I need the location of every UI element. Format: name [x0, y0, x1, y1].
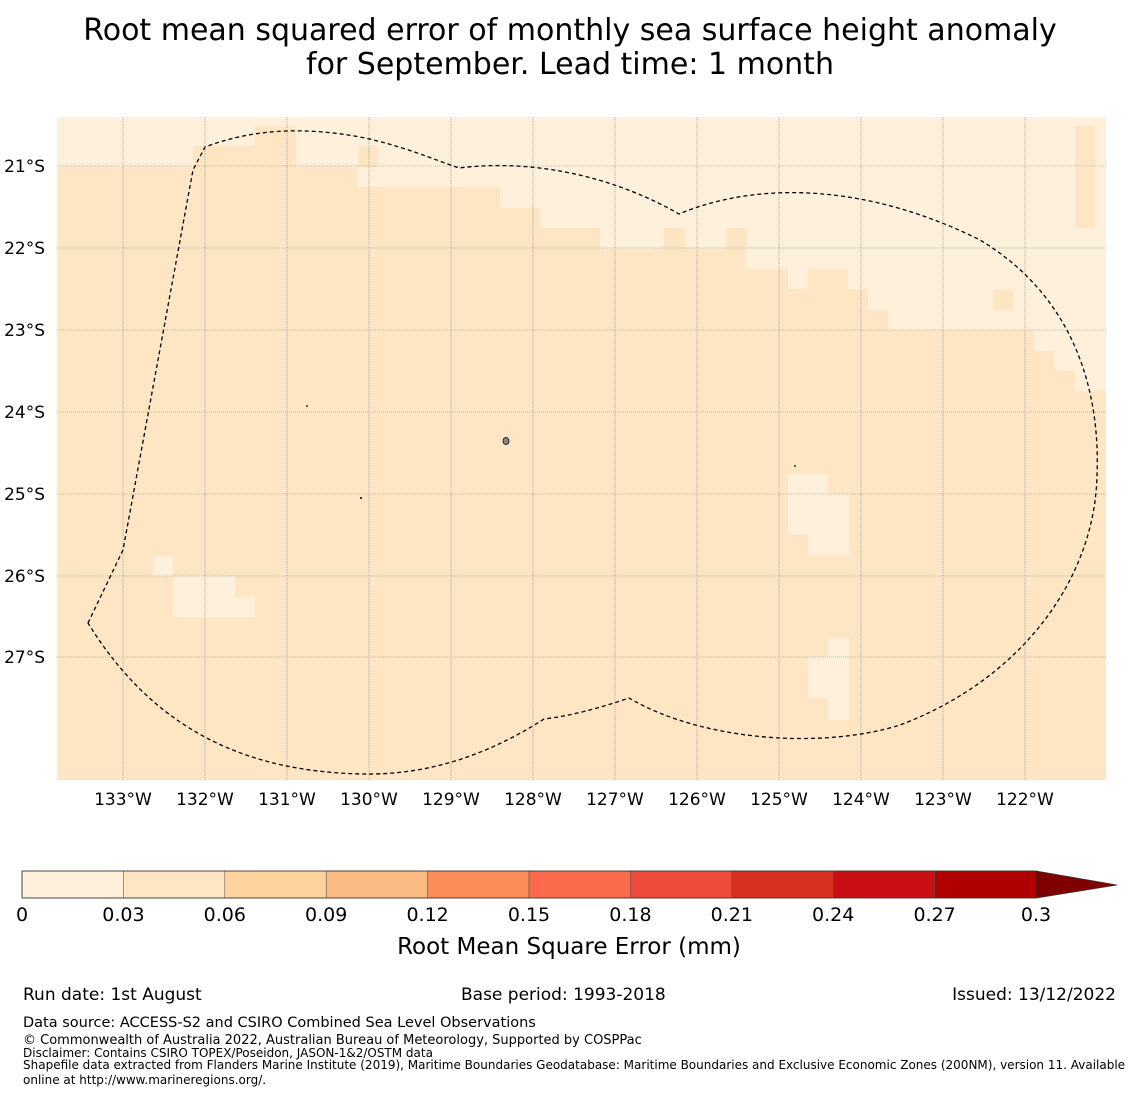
run-date: Run date: 1st August	[23, 985, 202, 1005]
lon-tick-label: 131°W	[258, 790, 316, 810]
lat-tick-labels: 21°S 22°S 23°S 24°S 25°S 26°S 27°S	[4, 157, 45, 668]
shapefile-credit-line-1: Shapefile data extracted from Flanders M…	[23, 1058, 1126, 1072]
colorbar-tick-label: 0.21	[711, 904, 753, 926]
lon-tick-label: 133°W	[94, 790, 152, 810]
island-marker	[306, 405, 308, 407]
lon-tick-labels: 133°W 132°W 131°W 130°W 129°W 128°W 127°…	[94, 790, 1054, 810]
lon-tick-label: 130°W	[340, 790, 398, 810]
data-source: Data source: ACCESS-S2 and CSIRO Combine…	[23, 1015, 536, 1031]
lat-tick-label: 22°S	[4, 239, 45, 259]
lat-tick-label: 26°S	[4, 567, 45, 587]
colorbar-segments	[21, 870, 1037, 899]
colorbar-segment	[224, 870, 327, 899]
shapefile-credit-line-2: online at http://www.marineregions.org/.	[23, 1073, 267, 1087]
island-marker	[360, 497, 362, 499]
colorbar-tick-label: 0.24	[812, 904, 854, 926]
colorbar-tick-label: 0.06	[204, 904, 246, 926]
colorbar-segment	[123, 870, 226, 899]
map-title: Root mean squared error of monthly sea s…	[0, 14, 1140, 82]
colorbar-segment	[832, 870, 935, 899]
island-marker	[502, 437, 510, 445]
colorbar-segment	[630, 870, 733, 899]
lon-tick-label: 129°W	[422, 790, 480, 810]
issued-date: Issued: 13/12/2022	[952, 985, 1116, 1005]
colorbar-segment	[731, 870, 834, 899]
lon-tick-label: 124°W	[832, 790, 890, 810]
colorbar-tick-label: 0.09	[305, 904, 347, 926]
eez-boundary	[87, 130, 1098, 775]
lat-tick-label: 21°S	[4, 157, 45, 177]
lon-tick-label: 127°W	[586, 790, 644, 810]
lon-tick-label: 128°W	[504, 790, 562, 810]
colorbar-segment	[528, 870, 631, 899]
colorbar-tick-label: 0	[16, 904, 28, 926]
colorbar-label: Root Mean Square Error (mm)	[397, 934, 741, 960]
lat-tick-label: 24°S	[4, 403, 45, 423]
lat-gridlines	[57, 165, 1106, 658]
lon-tick-label: 126°W	[668, 790, 726, 810]
colorbar-tick-label: 0.27	[913, 904, 955, 926]
title-line-2: for September. Lead time: 1 month	[306, 47, 834, 82]
colorbar-outline	[21, 870, 1037, 899]
lon-tick-label: 125°W	[750, 790, 808, 810]
lon-gridlines	[122, 117, 1026, 780]
lat-tick-label: 27°S	[4, 648, 45, 668]
disclaimer: Disclaimer: Contains CSIRO TOPEX/Poseido…	[23, 1046, 433, 1060]
colorbar-tick-label: 0.18	[609, 904, 651, 926]
colorbar-segment	[934, 870, 1037, 899]
title-line-1: Root mean squared error of monthly sea s…	[83, 13, 1057, 48]
lon-tick-label: 122°W	[996, 790, 1054, 810]
lat-tick-label: 23°S	[4, 321, 45, 341]
colorbar-tick-labels: 0 0.03 0.06 0.09 0.12 0.15 0.18 0.21 0.24 0.27 0.3	[16, 904, 1051, 926]
colorbar-tick-label: 0.03	[102, 904, 144, 926]
colorbar-segment	[325, 870, 428, 899]
lon-tick-label: 132°W	[176, 790, 234, 810]
base-period: Base period: 1993-2018	[461, 985, 666, 1005]
colorbar-segment	[21, 870, 124, 899]
medium-error-cells	[193, 126, 1095, 310]
colorbar-tick-label: 0.15	[508, 904, 550, 926]
colorbar-tick-label: 0.12	[406, 904, 448, 926]
copyright-notice: © Commonwealth of Australia 2022, Austra…	[23, 1033, 642, 1048]
colorbar-segment	[427, 870, 530, 899]
lat-tick-label: 25°S	[4, 485, 45, 505]
island-marker	[794, 465, 796, 467]
colorbar: 0 0.03 0.06 0.09 0.12 0.15 0.18 0.21 0.24 0.27 0.3…	[16, 870, 1118, 960]
lon-tick-label: 123°W	[914, 790, 972, 810]
low-error-cells	[57, 117, 1106, 720]
colorbar-tick-label: 0.3	[1021, 904, 1051, 926]
colorbar-extend-arrow	[1035, 870, 1118, 899]
